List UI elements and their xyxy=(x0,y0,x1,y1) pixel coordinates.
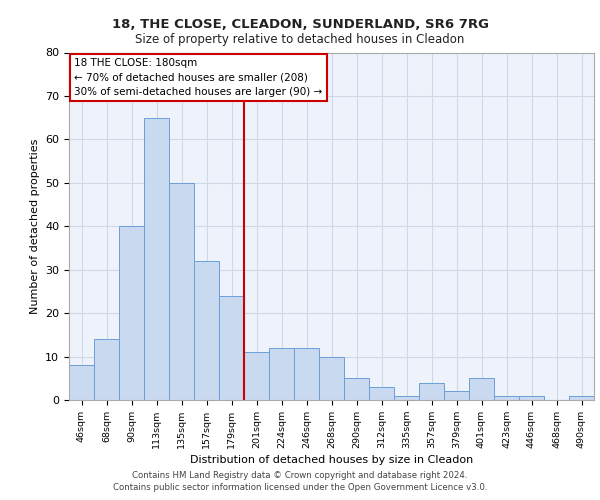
Bar xyxy=(294,348,319,400)
Bar xyxy=(444,392,469,400)
Bar xyxy=(469,378,494,400)
Bar xyxy=(319,356,344,400)
Bar xyxy=(69,365,94,400)
X-axis label: Distribution of detached houses by size in Cleadon: Distribution of detached houses by size … xyxy=(190,455,473,465)
Bar xyxy=(419,382,444,400)
Bar xyxy=(344,378,369,400)
Bar xyxy=(244,352,269,400)
Text: Size of property relative to detached houses in Cleadon: Size of property relative to detached ho… xyxy=(136,32,464,46)
Bar xyxy=(94,339,119,400)
Bar xyxy=(144,118,169,400)
Bar xyxy=(269,348,294,400)
Bar xyxy=(169,183,194,400)
Text: 18 THE CLOSE: 180sqm
← 70% of detached houses are smaller (208)
30% of semi-deta: 18 THE CLOSE: 180sqm ← 70% of detached h… xyxy=(74,58,323,98)
Bar xyxy=(394,396,419,400)
Bar xyxy=(219,296,244,400)
Text: 18, THE CLOSE, CLEADON, SUNDERLAND, SR6 7RG: 18, THE CLOSE, CLEADON, SUNDERLAND, SR6 … xyxy=(112,18,488,30)
Bar xyxy=(119,226,144,400)
Bar xyxy=(569,396,594,400)
Bar xyxy=(369,387,394,400)
Y-axis label: Number of detached properties: Number of detached properties xyxy=(29,138,40,314)
Bar xyxy=(494,396,519,400)
Bar xyxy=(194,261,219,400)
Bar xyxy=(519,396,544,400)
Text: Contains HM Land Registry data © Crown copyright and database right 2024.
Contai: Contains HM Land Registry data © Crown c… xyxy=(113,471,487,492)
